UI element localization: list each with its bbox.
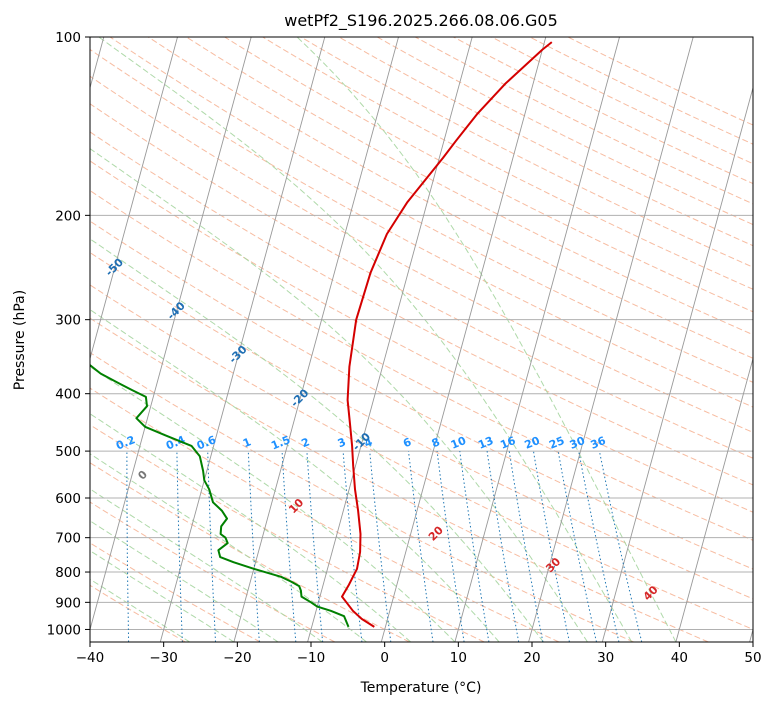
y-tick-label: 300 (55, 313, 81, 329)
mixing-ratio-label: 1 (241, 435, 253, 450)
moist-adiabat-line (90, 488, 323, 642)
isotherm-gridline (454, 37, 620, 642)
mixing-ratio-line (436, 451, 465, 642)
mixing-ratio-label: 20 (523, 434, 542, 452)
isobar-gridlines (90, 37, 753, 630)
y-tick-label: 500 (55, 444, 81, 460)
moist-adiabat-line (90, 520, 279, 642)
dry-adiabat-line (415, 37, 753, 205)
mixing-ratio-line (459, 451, 490, 642)
dry-adiabat-line (90, 387, 560, 642)
dewpoint-profile-line (90, 363, 350, 628)
dry-adiabat-line (90, 220, 753, 570)
mixing-ratio-label: 16 (498, 434, 517, 452)
isotherm-gridline (90, 37, 252, 632)
y-axis-ticks: 1000 900 800 700 600 500 400 300 200 100 (47, 30, 90, 638)
x-tick-label: 0 (380, 650, 389, 666)
dry-adiabat-line (90, 48, 753, 408)
isotherm-gridline (528, 37, 694, 642)
dry-adiabat-line (90, 284, 753, 630)
plot-area: 0.10.20.40.611.52346810131620253036-100-… (0, 37, 753, 642)
moist-adiabat-line (90, 309, 500, 642)
y-tick-label: 400 (55, 387, 81, 403)
moist-adiabat-line (98, 37, 633, 642)
moist-adiabat-line (90, 550, 235, 642)
isotherm-gridline (233, 37, 399, 642)
x-axis-label: Temperature (°C) (360, 680, 482, 696)
dry-adiabat-line (90, 103, 753, 459)
mixing-ratio-line (557, 451, 597, 642)
x-tick-label: −30 (149, 650, 178, 666)
x-tick-label: 50 (744, 650, 761, 666)
isotherm-gridline (675, 356, 753, 642)
sounding-series (90, 41, 553, 628)
chart-title: wetPf2_S196.2025.266.08.06.G05 (284, 11, 558, 31)
dry-adiabat-line (453, 37, 753, 185)
mixing-ratio-label: 10 (449, 434, 468, 452)
isotherm-gridline (159, 37, 326, 642)
x-tick-label: 10 (450, 650, 467, 666)
y-axis-label: Pressure (hPa) (12, 290, 28, 390)
isotherm-gridline (90, 37, 178, 361)
dry-adiabat-line (90, 317, 709, 642)
mixing-ratio-label: 30 (568, 434, 587, 452)
dry-adiabat-line (90, 501, 336, 642)
plot-frame (89, 36, 754, 643)
temperature-profile-line (341, 41, 553, 628)
dry-adiabat-line (376, 37, 753, 226)
dry-adiabat-line (90, 352, 634, 642)
moist-adiabat-line (296, 37, 677, 642)
x-tick-label: 30 (597, 650, 614, 666)
moist-adiabat-line (90, 453, 367, 642)
isotherm-label: -70 (0, 168, 3, 191)
mixing-ratio-label: 25 (547, 434, 566, 452)
y-tick-label: 100 (55, 30, 81, 46)
x-tick-label: 20 (523, 650, 540, 666)
dry-adiabat-line (186, 37, 753, 336)
y-tick-label: 600 (55, 491, 81, 507)
mixing-ratio-line (598, 451, 643, 642)
mixing-ratio-label: 8 (430, 435, 442, 450)
dry-adiabat-line (147, 37, 753, 359)
isotherm-gridlines (90, 37, 753, 642)
y-tick-label: 700 (55, 531, 81, 547)
dry-adiabat-line (338, 37, 753, 247)
mixing-ratio-label: 3 (336, 435, 348, 450)
dry-adiabat-line (90, 75, 753, 433)
dry-adiabat-line (109, 37, 753, 383)
mixing-ratio-line (508, 451, 544, 642)
mixing-ratio-label: 36 (589, 434, 608, 452)
y-tick-label: 1000 (47, 622, 81, 638)
y-tick-label: 900 (55, 595, 81, 611)
y-tick-label: 200 (55, 208, 81, 224)
mixing-ratio-line (578, 451, 620, 642)
mixing-ratio-line (342, 451, 363, 642)
x-axis-ticks: −40 −30 −20 −10 0 10 20 30 40 50 (76, 642, 762, 666)
x-tick-label: −10 (297, 650, 326, 666)
mixing-ratio-line (369, 451, 392, 642)
mixing-ratio-label: 13 (476, 434, 495, 452)
isotherm-gridline (380, 37, 547, 642)
dry-adiabat-line (224, 37, 753, 313)
x-tick-label: −40 (76, 650, 105, 666)
mixing-ratio-line (533, 451, 570, 642)
dry-adiabat-line (529, 37, 753, 145)
mixing-ratio-line (408, 451, 434, 642)
dry-adiabat-line (262, 37, 753, 290)
dry-adiabat-line (90, 251, 753, 600)
mixing-ratio-line (486, 451, 520, 642)
moist-adiabat-line (90, 148, 588, 642)
isotherm-gridline (601, 86, 753, 642)
x-tick-label: 40 (671, 650, 688, 666)
mixing-ratio-label: 2 (300, 435, 312, 450)
mixing-ratio-lines (126, 451, 643, 642)
y-tick-label: 800 (55, 565, 81, 581)
isotherm-gridline (307, 37, 473, 642)
dry-adiabats (90, 37, 753, 642)
dry-adiabat-line (90, 131, 753, 486)
x-tick-label: −20 (223, 650, 252, 666)
